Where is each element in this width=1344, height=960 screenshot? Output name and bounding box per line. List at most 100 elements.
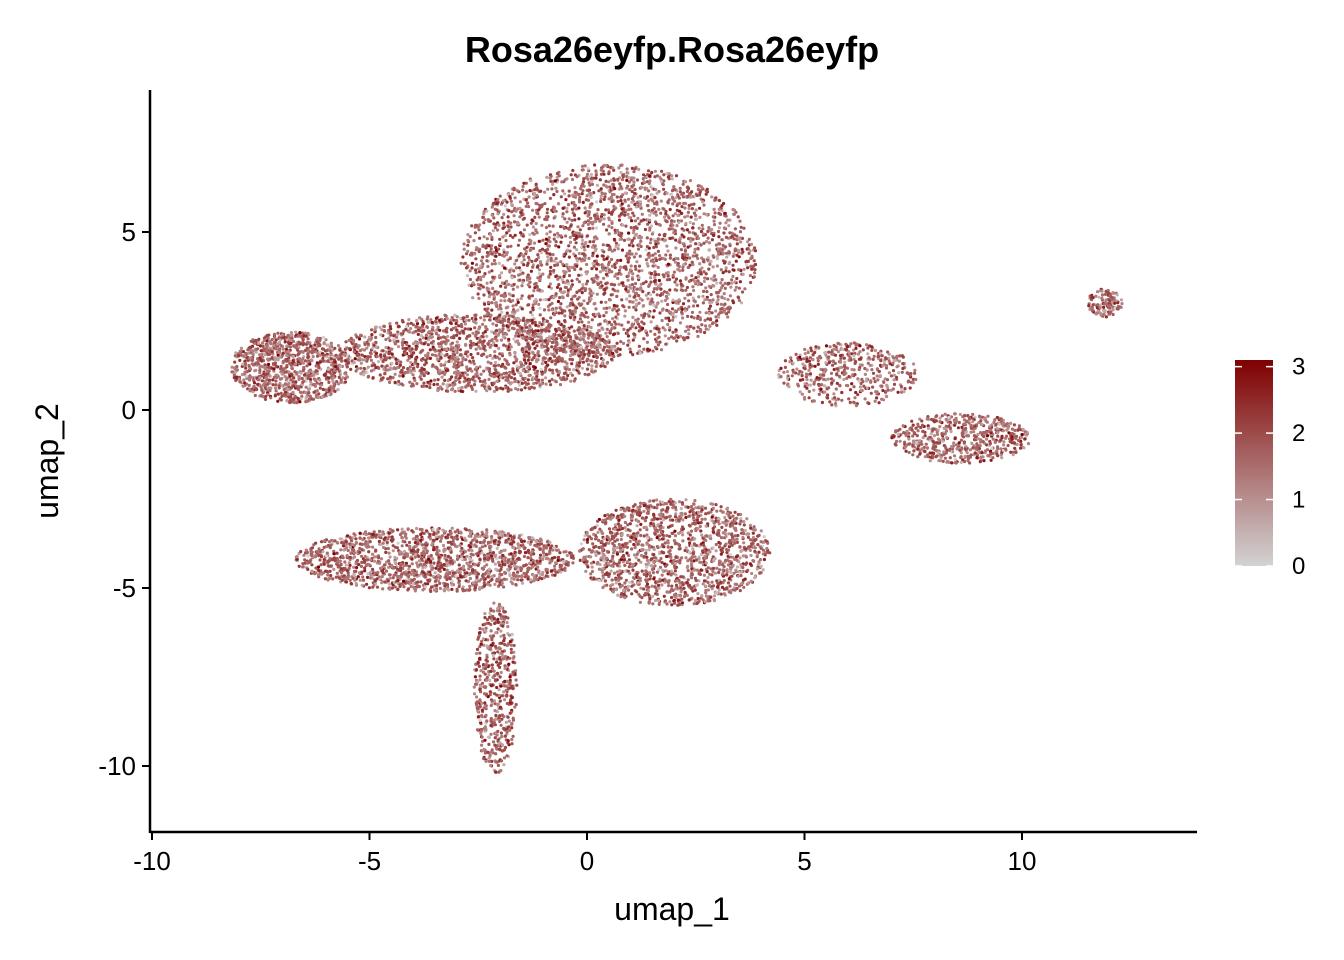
cell-point (711, 254, 715, 258)
cell-point (515, 258, 519, 262)
cell-point (515, 220, 520, 224)
cell-point (648, 254, 652, 258)
cell-point (537, 268, 542, 272)
cell-point (524, 249, 529, 254)
cell-point (594, 364, 598, 369)
cell-point (684, 329, 688, 333)
cell-point (526, 344, 530, 348)
cell-point (485, 259, 489, 263)
cell-point (490, 301, 494, 305)
cell-point (237, 377, 241, 381)
cell-point (527, 351, 531, 356)
cell-point (616, 177, 620, 181)
cell-point (407, 330, 412, 334)
cell-point (640, 212, 644, 216)
cell-point (264, 367, 268, 371)
cell-point (564, 252, 568, 256)
cell-point (260, 388, 264, 392)
cell-point (272, 367, 276, 371)
cell-point (405, 342, 409, 347)
cell-point (591, 261, 595, 266)
cell-point (626, 212, 630, 216)
cell-point (299, 371, 303, 375)
cell-point (559, 287, 563, 291)
cell-point (408, 365, 412, 369)
cell-point (550, 340, 555, 345)
cell-point (237, 354, 241, 358)
cell-point (507, 314, 511, 318)
cell-point (625, 167, 629, 171)
cell-point (471, 296, 475, 300)
cell-point (527, 238, 532, 242)
cell-point (510, 202, 514, 206)
cell-point (536, 351, 540, 355)
cell-point (479, 259, 484, 263)
cell-point (503, 266, 507, 270)
cell-point (489, 313, 493, 317)
cell-point (274, 347, 278, 351)
cell-point (527, 205, 531, 209)
cell-point (617, 243, 621, 247)
cell-point (481, 380, 485, 384)
cell-point (720, 278, 724, 282)
cell-point (476, 352, 480, 356)
cell-point (621, 304, 625, 308)
cell-point (684, 221, 688, 226)
cell-point (582, 299, 586, 303)
cell-point (588, 205, 592, 209)
cell-point (631, 338, 635, 342)
cell-point (675, 339, 679, 343)
cell-point (464, 336, 469, 341)
cell-point (413, 378, 417, 383)
cell-point (248, 375, 252, 379)
cell-point (527, 373, 531, 378)
cell-point (311, 397, 315, 401)
cell-point (687, 206, 691, 211)
cell-point (294, 380, 298, 384)
cell-point (277, 340, 281, 344)
cell-point (516, 243, 521, 247)
cell-point (365, 370, 369, 375)
cell-point (392, 338, 396, 342)
cell-point (497, 247, 501, 251)
cell-point (601, 268, 605, 272)
cell-point (282, 367, 286, 371)
cell-point (674, 196, 678, 200)
cell-point (362, 348, 367, 352)
cell-point (686, 265, 690, 270)
cell-point (682, 228, 686, 232)
cell-point (602, 306, 606, 311)
cell-point (698, 189, 703, 193)
cell-point (664, 342, 668, 346)
cell-point (453, 379, 458, 383)
cell-point (373, 363, 377, 367)
cell-point (610, 249, 615, 253)
cell-point (263, 363, 267, 367)
cell-point (524, 198, 528, 202)
cell-point (679, 334, 683, 338)
cell-point (586, 188, 590, 192)
cell-point (631, 353, 635, 357)
cell-point (425, 356, 429, 361)
cell-point (559, 240, 563, 244)
cell-point (605, 327, 609, 331)
cell-point (519, 296, 523, 301)
cell-point (514, 266, 519, 270)
cell-point (353, 345, 357, 349)
cell-point (586, 336, 591, 340)
cell-point (727, 310, 731, 314)
cell-point (533, 191, 537, 196)
cell-point (672, 258, 676, 262)
cell-point (547, 308, 551, 312)
cell-point (462, 242, 466, 246)
cell-point (296, 352, 301, 356)
cell-point (583, 248, 587, 252)
cell-point (458, 316, 462, 320)
cell-point (458, 374, 462, 378)
cell-point (579, 345, 583, 349)
cell-point (567, 189, 571, 193)
cell-point (472, 239, 476, 243)
cell-point (419, 349, 423, 354)
cell-point (274, 364, 278, 368)
cell-point (567, 217, 571, 221)
